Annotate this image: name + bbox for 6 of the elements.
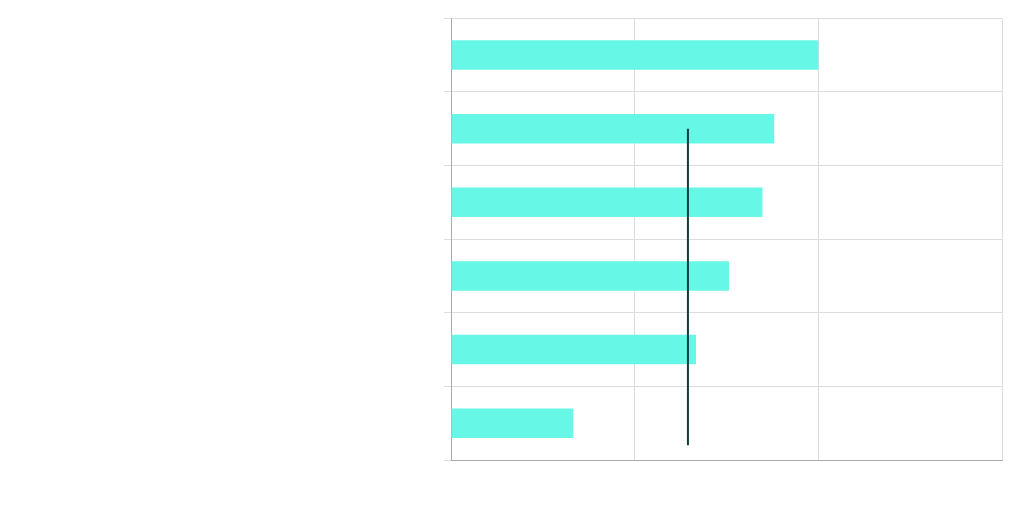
bar	[451, 261, 730, 291]
bar	[451, 187, 763, 218]
bar	[451, 334, 697, 365]
bar	[451, 408, 574, 438]
bar	[451, 113, 775, 144]
bar	[451, 40, 819, 70]
